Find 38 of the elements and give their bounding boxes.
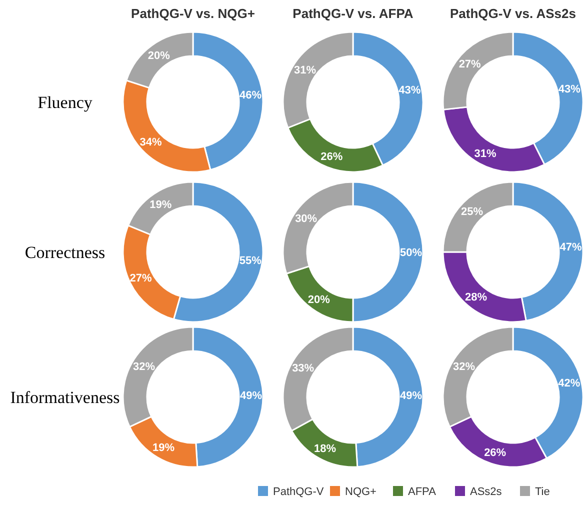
data-label: 49% xyxy=(240,390,262,402)
data-label: 46% xyxy=(240,90,262,102)
data-label: 25% xyxy=(460,206,484,218)
data-label: 20% xyxy=(308,294,330,306)
data-label: 19% xyxy=(150,198,172,211)
chart-title: PathQG-V vs. NQG+ xyxy=(131,6,256,21)
legend-label: PathQG-V xyxy=(273,486,324,498)
data-label: 20% xyxy=(148,50,170,62)
chart-title: PathQG-V vs. ASs2s xyxy=(450,6,576,21)
legend-label: AFPA xyxy=(408,486,437,498)
data-label: 31% xyxy=(294,64,316,76)
data-label: 33% xyxy=(292,362,314,374)
text: Fluency xyxy=(38,93,93,112)
data-label: 32% xyxy=(453,360,476,373)
data-label: 30% xyxy=(295,212,318,225)
data-label: 26% xyxy=(320,150,343,163)
data-label: 31% xyxy=(474,148,497,160)
legend-label: NQG+ xyxy=(345,486,376,498)
text: Correctness xyxy=(24,243,106,262)
legend-label: ASs2s xyxy=(470,486,502,498)
data-label: 50% xyxy=(400,247,422,259)
data-label: 49% xyxy=(400,390,422,402)
data-label: 47% xyxy=(560,242,582,254)
data-label: 43% xyxy=(558,84,581,96)
data-label: 42% xyxy=(558,378,580,390)
data-label: 26% xyxy=(484,447,506,460)
data-label: 34% xyxy=(140,136,162,149)
data-label: 18% xyxy=(314,442,336,455)
legend-label: Tie xyxy=(535,486,550,498)
data-label: 28% xyxy=(465,292,488,304)
data-label: 32% xyxy=(133,360,156,373)
data-label: 19% xyxy=(152,442,175,454)
data-label: 55% xyxy=(239,255,262,268)
data-label: 27% xyxy=(130,272,152,284)
chart-title: PathQG-V vs. AFPA xyxy=(292,6,414,21)
data-label: 43% xyxy=(398,84,421,96)
text: Informativeness xyxy=(10,388,120,407)
data-label: 27% xyxy=(458,58,482,70)
